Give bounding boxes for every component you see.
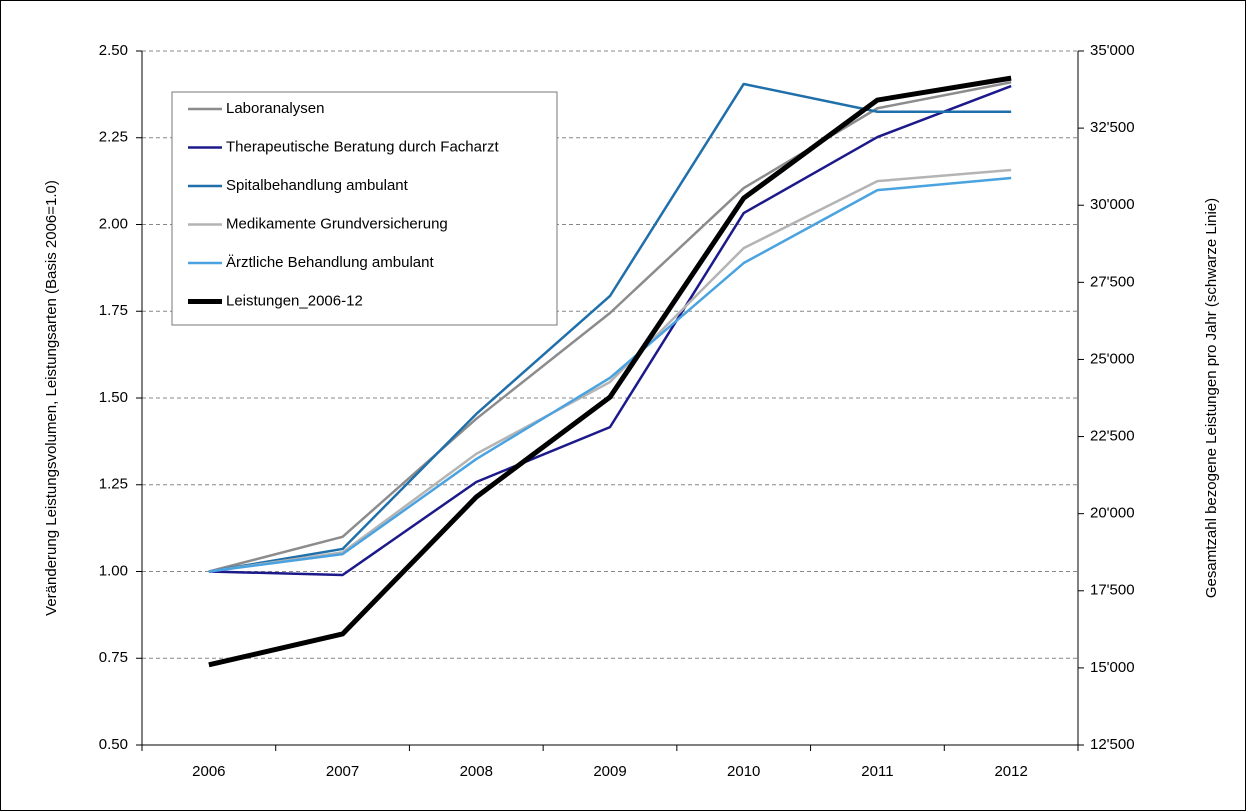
y-tick-label: 2.50 [99, 42, 128, 59]
y2-tick-label: 22'500 [1090, 428, 1135, 445]
x-tick-label: 2006 [192, 763, 225, 780]
y2-tick-label: 30'000 [1090, 196, 1135, 213]
y-tick-label: 2.00 [99, 215, 128, 232]
legend-label: Therapeutische Beratung durch Facharzt [226, 138, 499, 155]
legend-label: Laboranalysen [226, 100, 324, 117]
legend-label: Medikamente Grundversicherung [226, 215, 448, 232]
y-tick-label: 0.50 [99, 736, 128, 753]
x-tick-label: 2012 [994, 763, 1027, 780]
series-line [208, 168, 1012, 573]
series-line [208, 81, 1012, 573]
series-line [208, 75, 1012, 668]
series-line [208, 82, 1012, 573]
y2-tick-label: 15'000 [1090, 659, 1135, 676]
x-tick-label: 2007 [326, 763, 359, 780]
y-axis-title: Veränderung Leistungsvolumen, Leistungsa… [43, 180, 60, 616]
y2-tick-label: 27'500 [1090, 273, 1135, 290]
legend-label: Ärztliche Behandlung ambulant [226, 254, 434, 271]
series-line [208, 84, 1012, 577]
y-tick-label: 1.25 [99, 476, 128, 493]
x-tick-label: 2008 [460, 763, 493, 780]
y2-tick-label: 35'000 [1090, 42, 1135, 59]
series-line [208, 176, 1012, 573]
x-tick-label: 2011 [861, 763, 893, 780]
legend-label: Spitalbehandlung ambulant [226, 177, 409, 194]
x-tick-label: 2010 [727, 763, 760, 780]
y-tick-label: 1.75 [99, 302, 128, 319]
y-tick-label: 1.50 [99, 389, 128, 406]
legend-label: Leistungen_2006-12 [226, 292, 363, 309]
y2-tick-label: 20'000 [1090, 505, 1135, 522]
y2-tick-label: 25'000 [1090, 350, 1135, 367]
y-tick-label: 1.00 [99, 562, 128, 579]
y-tick-label: 0.75 [99, 649, 128, 666]
y-tick-label: 2.25 [99, 129, 128, 146]
y2-tick-label: 32'500 [1090, 119, 1135, 136]
y2-axis-title: Gesamtzahl bezogene Leistungen pro Jahr … [1203, 198, 1220, 598]
legend-box [171, 91, 558, 326]
y2-tick-label: 17'500 [1090, 582, 1135, 599]
y2-tick-label: 12'500 [1090, 736, 1135, 753]
x-tick-label: 2009 [593, 763, 626, 780]
